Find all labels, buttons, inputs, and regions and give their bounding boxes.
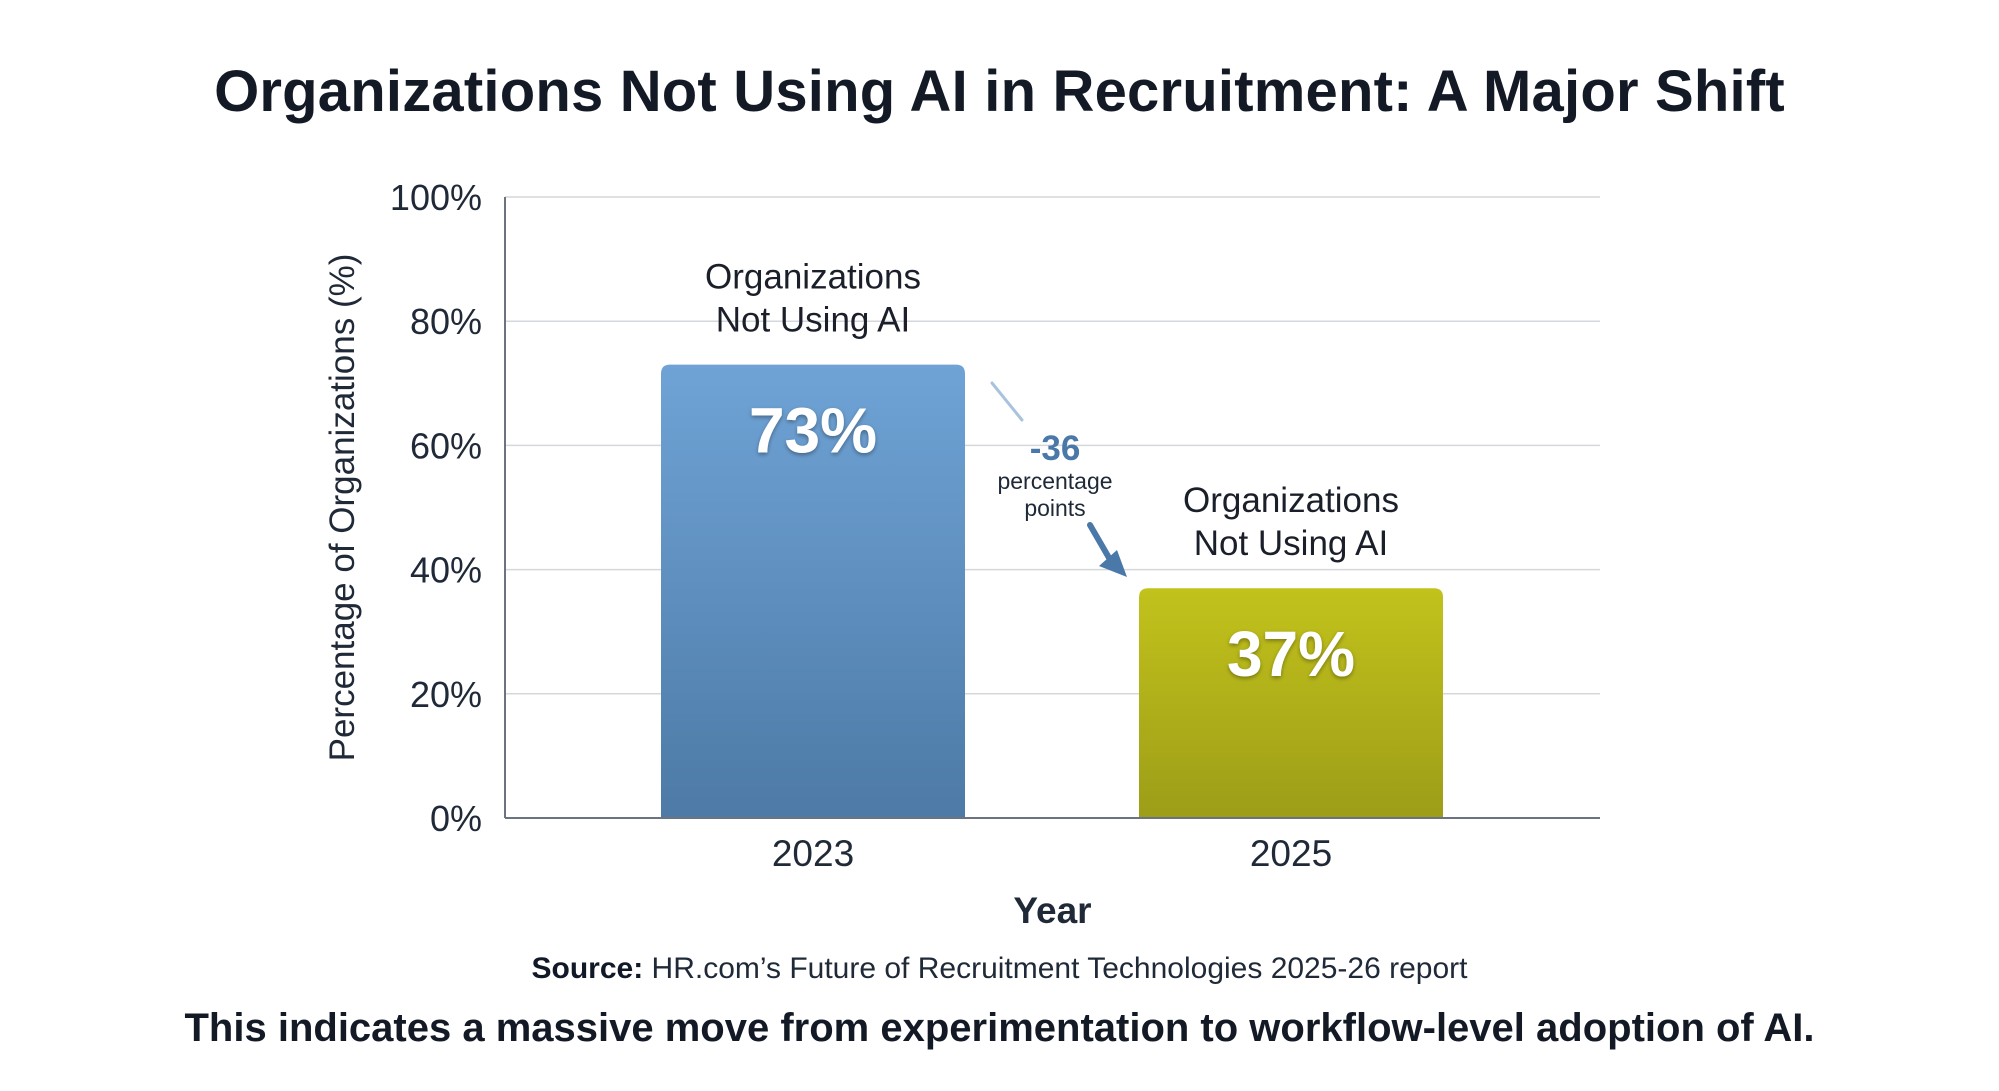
footer-note: This indicates a massive move from exper… bbox=[184, 1006, 1815, 1050]
y-tick-label: 60% bbox=[410, 425, 482, 466]
y-tick-label: 100% bbox=[390, 177, 482, 218]
x-tick-label: 2023 bbox=[772, 833, 854, 874]
y-tick-label: 0% bbox=[430, 798, 482, 839]
x-tick-label: 2025 bbox=[1250, 833, 1332, 874]
annotation-arrow-head bbox=[1099, 550, 1127, 577]
source-label: Source: bbox=[531, 952, 644, 985]
bar-caption-line: Organizations bbox=[705, 258, 921, 297]
x-axis-label: Year bbox=[1013, 890, 1091, 931]
chart-title: Organizations Not Using AI in Recruitmen… bbox=[214, 59, 1785, 124]
bar-2023 bbox=[661, 364, 965, 818]
annotation-arrow-shaft bbox=[1087, 522, 1115, 566]
source-text: HR.com’s Future of Recruitment Technolog… bbox=[651, 952, 1468, 985]
y-axis-label: Percentage of Organizations (%) bbox=[323, 254, 362, 762]
y-tick-label: 20% bbox=[410, 674, 482, 715]
bar-caption-line: Not Using AI bbox=[716, 301, 911, 340]
bar-2025 bbox=[1139, 588, 1443, 818]
y-tick-label: 40% bbox=[410, 550, 482, 591]
bar-value-label: 73% bbox=[749, 395, 877, 467]
bar-caption-line: Not Using AI bbox=[1194, 524, 1389, 563]
bar-caption-line: Organizations bbox=[1183, 481, 1399, 520]
bar-value-label: 37% bbox=[1227, 618, 1355, 690]
annotation-connector bbox=[990, 381, 1024, 422]
y-tick-label: 80% bbox=[410, 301, 482, 342]
annotation-value: -36 bbox=[1030, 429, 1081, 468]
annotation-text-line: points bbox=[1024, 495, 1085, 521]
source-note: Source: HR.com’s Future of Recruitment T… bbox=[0, 952, 1999, 986]
annotation-text-line: percentage bbox=[997, 468, 1112, 494]
